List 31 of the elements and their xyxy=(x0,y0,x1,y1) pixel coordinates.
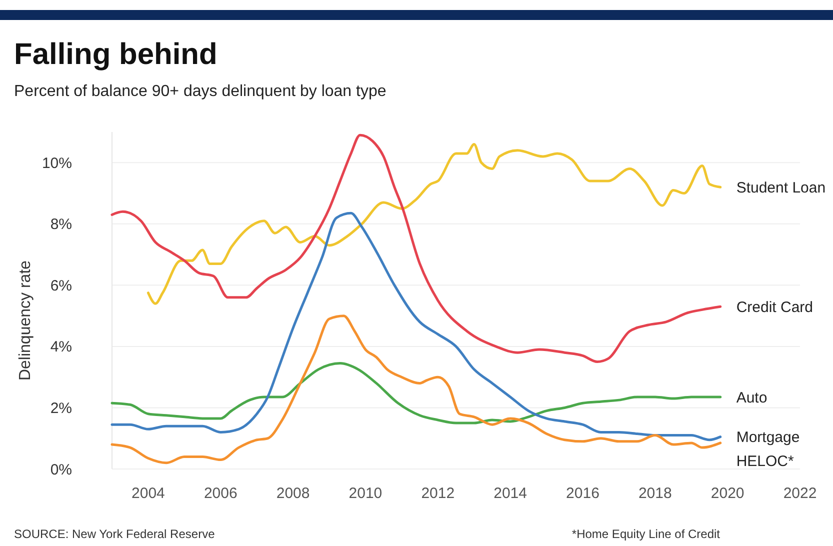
chart-title: Falling behind xyxy=(14,38,218,71)
x-tick-label: 2020 xyxy=(710,485,744,502)
series-label: Credit Card xyxy=(736,298,814,316)
y-tick-label: 0% xyxy=(50,461,72,478)
y-tick-label: 10% xyxy=(42,154,72,172)
y-axis-title: Delinquency rate xyxy=(17,260,34,381)
x-tick-label: 2006 xyxy=(204,485,238,502)
y-tick-label: 4% xyxy=(50,338,72,356)
line-series xyxy=(146,143,722,305)
chart-subtitle: Percent of balance 90+ days delinquent by loan type xyxy=(14,83,386,100)
text: *Home Equity Line of Credit xyxy=(572,527,721,541)
source-note: SOURCE: New York Federal Reserve xyxy=(14,527,216,541)
series-label: Student Loan xyxy=(736,179,826,196)
y-tick-label: 2% xyxy=(50,400,72,417)
series-label: Mortgage xyxy=(736,429,800,446)
y-tick-label: 6% xyxy=(50,277,72,294)
y-tick-label: 8% xyxy=(50,216,72,234)
x-tick-label: 2014 xyxy=(494,485,528,502)
x-tick-label: 2012 xyxy=(421,485,455,502)
x-tick-label: 2004 xyxy=(132,485,165,502)
line-series xyxy=(110,134,722,364)
x-tick-label: 2008 xyxy=(276,485,310,502)
line-series xyxy=(110,212,722,442)
line-series xyxy=(110,362,722,424)
x-tick-label: 2010 xyxy=(348,485,382,502)
series-label: Auto xyxy=(736,389,768,406)
line-series xyxy=(110,314,722,464)
x-tick-label: 2016 xyxy=(566,485,600,502)
x-tick-label: 2018 xyxy=(638,485,672,502)
series-label: HELOC* xyxy=(736,453,794,470)
x-tick-label: 2022 xyxy=(783,485,817,502)
